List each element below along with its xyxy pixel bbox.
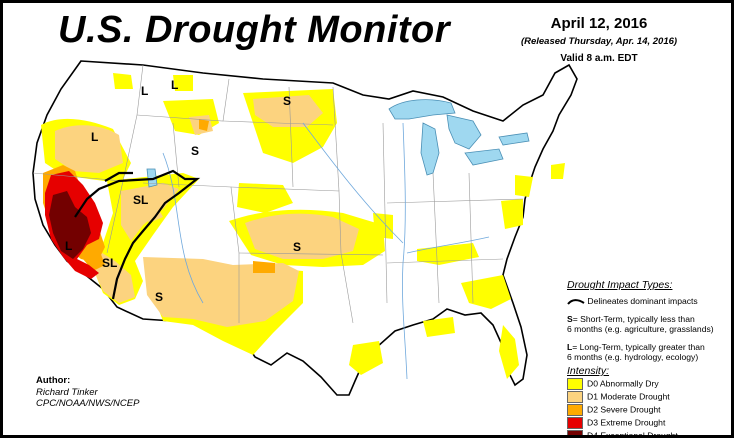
author-block: Author: Richard Tinker CPC/NOAA/NWS/NCEP [36, 375, 139, 410]
intensity-label: D2 Severe Drought [587, 404, 661, 415]
long-term-row-2: 6 months (e.g. hydrology, ecology) [567, 352, 727, 362]
author-heading: Author: [36, 375, 71, 386]
long-term-row: L= Long-Term, typically greater than [567, 342, 727, 352]
impact-label: L [91, 130, 98, 144]
intensity-row: D1 Moderate Drought [567, 391, 727, 403]
intensity-levels: D0 Abnormally Dry D1 Moderate Drought D2 S… [567, 378, 727, 435]
intensity-swatch [567, 391, 583, 403]
intensity-heading: Intensity: [567, 365, 610, 377]
boundary-legend-row: Delineates dominant impacts [567, 296, 727, 306]
author-org: CPC/NOAA/NWS/NCEP [36, 398, 140, 409]
impact-label: S [191, 144, 199, 158]
intensity-swatch [567, 430, 583, 435]
author-name: Richard Tinker [36, 386, 98, 398]
intensity-swatch [567, 378, 583, 390]
intensity-label: D0 Abnormally Dry [587, 378, 659, 389]
page-title: U.S. Drought Monitor [58, 9, 451, 51]
impact-label: L [65, 239, 72, 253]
intensity-label: D4 Exceptional Drought [587, 430, 678, 435]
intensity-row: D4 Exceptional Drought [567, 430, 727, 435]
release-note: (Released Thursday, Apr. 14, 2016) [520, 36, 678, 47]
short-term-text: = Short-Term, typically less than [572, 314, 695, 324]
impact-label: L [171, 78, 178, 92]
long-term-text: = Long-Term, typically greater than [572, 342, 705, 352]
impact-label: SL [133, 193, 148, 207]
impact-label: L [141, 84, 148, 98]
intensity-swatch [567, 404, 583, 416]
impact-boundaries [74, 169, 201, 300]
impact-label: S [293, 240, 301, 254]
impact-label: SL [102, 256, 117, 270]
impact-types-heading: Drought Impact Types: [567, 279, 673, 291]
map-date: April 12, 2016 [550, 15, 648, 32]
drought-map-panel: U.S. Drought Monitor April 12, 2016 (Rel… [3, 3, 731, 435]
state-boundaries [32, 64, 524, 324]
impact-label: S [283, 94, 291, 108]
legend: Drought Impact Types: Delineates dominan… [567, 279, 727, 435]
us-map: L L S L S SL L SL S S [32, 60, 578, 396]
intensity-label: D3 Extreme Drought [587, 417, 666, 428]
boundary-label: Delineates dominant impacts [587, 296, 698, 306]
d4-areas [49, 191, 91, 259]
great-lakes [146, 99, 530, 188]
short-term-text-2: 6 months (e.g. agriculture, grasslands) [567, 324, 714, 334]
valid-time: Valid 8 a.m. EDT [560, 53, 638, 64]
long-term-text-2: 6 months (e.g. hydrology, ecology) [567, 352, 699, 362]
impact-label: S [155, 290, 163, 304]
intensity-swatch [567, 417, 583, 429]
intensity-row: D0 Abnormally Dry [567, 378, 727, 390]
long-term-key: L [567, 342, 573, 352]
intensity-row: D2 Severe Drought [567, 404, 727, 416]
intensity-row: D3 Extreme Drought [567, 417, 727, 429]
date-block: April 12, 2016 (Released Thursday, Apr. … [499, 15, 699, 64]
short-term-key: S [567, 314, 573, 324]
boundary-line-icon [567, 298, 585, 305]
short-term-row: S= Short-Term, typically less than [567, 314, 727, 324]
rivers [162, 122, 490, 380]
intensity-label: D1 Moderate Drought [587, 391, 670, 402]
short-term-row-2: 6 months (e.g. agriculture, grasslands) [567, 324, 727, 334]
